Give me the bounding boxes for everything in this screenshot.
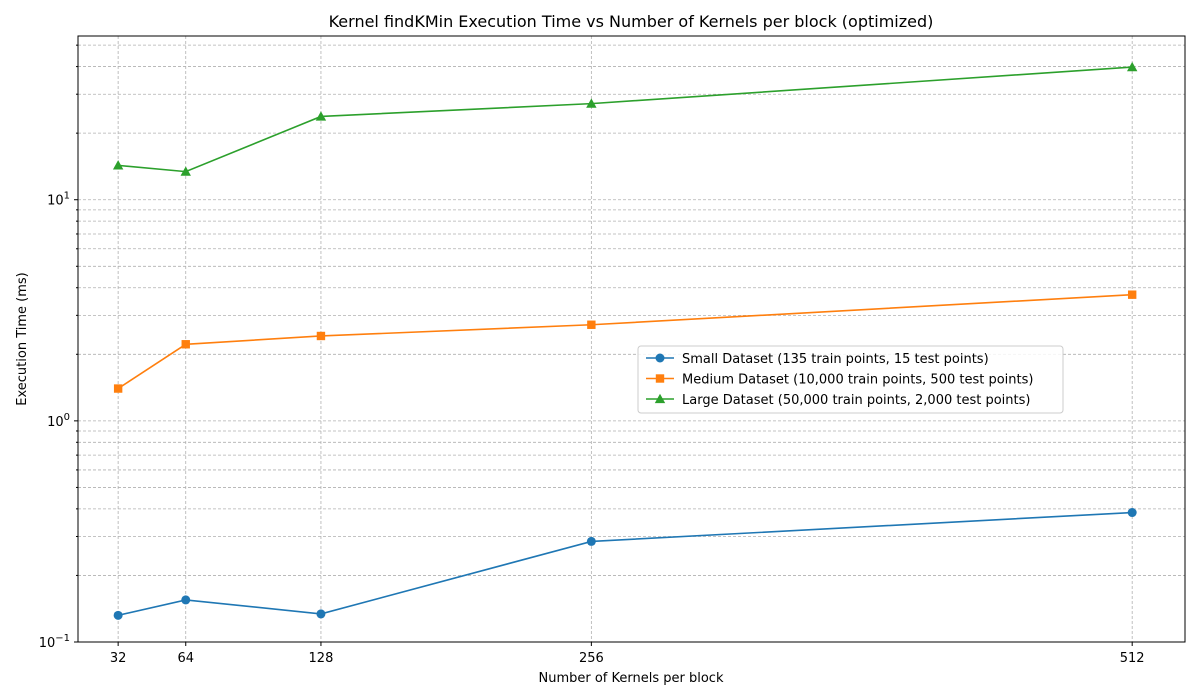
data-point — [1127, 290, 1137, 299]
plot-frame — [77, 35, 1186, 643]
legend-item: Large Dataset (50,000 train points, 2,00… — [646, 393, 1030, 408]
legend-label: Large Dataset (50,000 train points, 2,00… — [682, 393, 1030, 408]
x-tick-label: 512 — [1120, 651, 1145, 666]
data-point — [1127, 508, 1137, 518]
series-circle — [113, 508, 1137, 620]
x-tick-label: 128 — [309, 651, 334, 666]
x-axis-label: Number of Kernels per block — [539, 671, 724, 686]
y-axis-ticks: 10−1 100 101 — [39, 44, 78, 651]
data-point — [586, 98, 597, 108]
data-point — [113, 610, 123, 620]
x-tick-label: 64 — [177, 651, 194, 666]
data-point — [316, 609, 326, 619]
x-axis-ticks: 32 64 128 256 512 — [110, 642, 1145, 666]
legend-marker — [654, 393, 666, 404]
y-tick-label: 101 — [47, 191, 70, 209]
legend-item: Medium Dataset (10,000 train points, 500… — [646, 373, 1033, 388]
legend-box — [637, 345, 1064, 414]
x-tick-label: 32 — [110, 651, 127, 666]
chart-title: Kernel findKMin Execution Time vs Number… — [329, 12, 934, 31]
y-tick-label: 100 — [47, 412, 70, 430]
legend-label: Medium Dataset (10,000 train points, 500… — [682, 373, 1033, 388]
data-point — [180, 166, 191, 176]
data-point — [113, 384, 123, 393]
data-point — [587, 320, 596, 329]
legend-item: Small Dataset (135 train points, 15 test… — [646, 352, 989, 367]
legend-label: Small Dataset (135 train points, 15 test… — [682, 352, 989, 367]
data-point — [1126, 61, 1138, 72]
series-square — [113, 290, 1137, 393]
series-line — [117, 511, 1133, 617]
data-point — [112, 160, 124, 170]
legend-marker — [655, 353, 665, 363]
series-triangle — [112, 61, 1138, 176]
data-point — [316, 331, 326, 341]
x-tick-label: 256 — [579, 651, 604, 666]
data-point — [181, 340, 190, 349]
legend-marker — [655, 374, 665, 383]
data-point — [315, 111, 327, 121]
grid — [78, 36, 1185, 643]
series-line — [118, 66, 1133, 173]
data-point — [181, 595, 191, 605]
data-point — [586, 536, 596, 546]
y-axis-label: Execution Time (ms) — [15, 272, 30, 405]
legend: Small Dataset (135 train points, 15 test… — [637, 345, 1064, 414]
y-tick-label: 10−1 — [39, 633, 70, 651]
plot-series — [112, 61, 1138, 620]
